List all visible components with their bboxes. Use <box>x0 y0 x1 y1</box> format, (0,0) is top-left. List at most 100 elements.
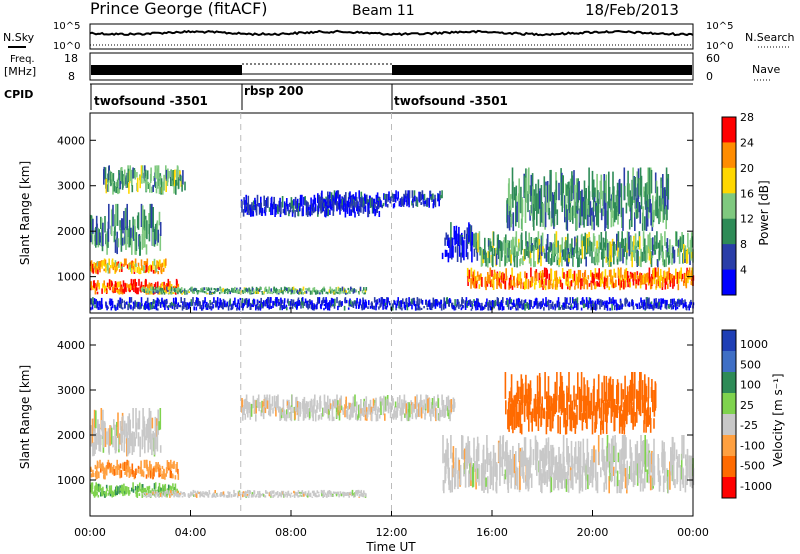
velocity-echo-cell <box>208 492 211 495</box>
power-echo-cell <box>118 301 120 307</box>
power-echo-cell <box>488 300 491 304</box>
power-echo-cell <box>512 212 515 231</box>
power-echo-cell <box>490 279 493 287</box>
power-echo-cell <box>577 178 579 203</box>
date-label: 18/Feb/2013 <box>585 1 679 19</box>
power-echo-cell <box>677 284 680 291</box>
power-echo-cell <box>301 297 303 306</box>
power-echo-cell <box>309 204 311 217</box>
velocity-echo-cell <box>561 472 564 489</box>
power-echo-cell <box>686 248 689 264</box>
velocity-echo-cell <box>97 461 99 469</box>
velocity-echo-cell <box>323 494 326 497</box>
power-echo-cell <box>530 237 533 253</box>
power-echo-cell <box>157 261 160 269</box>
velocity-echo-cell <box>364 410 367 421</box>
power-echo-cell <box>203 291 206 294</box>
velocity-echo-cell <box>422 405 424 414</box>
power-echo-cell <box>123 211 125 230</box>
power-echo-cell <box>279 290 282 293</box>
velocity-echo-cell <box>530 388 532 402</box>
velocity-echo-cell <box>92 469 94 477</box>
velocity-echo-cell <box>201 493 204 497</box>
velocity-echo-cell <box>441 394 443 406</box>
velocity-echo-cell <box>222 491 225 495</box>
power-echo-cell <box>118 288 121 295</box>
power-echo-cell <box>339 300 341 306</box>
power-echo-cell <box>361 289 364 294</box>
velocity-echo-cell <box>360 399 362 414</box>
velocity-echo-cell <box>172 483 174 489</box>
power-echo-cell <box>107 181 110 192</box>
velocity-echo-cell <box>154 416 157 431</box>
velocity-echo-cell <box>246 493 249 496</box>
velocity-echo-cell <box>301 490 304 495</box>
power-echo-cell <box>251 292 253 295</box>
velocity-colorbar-tick: -25 <box>740 419 758 432</box>
velocity-echo-cell <box>539 449 541 481</box>
power-echo-cell <box>154 181 157 188</box>
power-echo-cell <box>567 233 569 251</box>
power-echo-cell <box>280 287 283 291</box>
power-echo-cell <box>682 234 685 251</box>
velocity-echo-cell <box>100 435 102 446</box>
power-echo-cell <box>200 304 203 309</box>
power-echo-cell <box>501 242 503 258</box>
power-echo-cell <box>148 304 150 311</box>
power-echo-cell <box>636 209 638 219</box>
power-echo-cell <box>130 261 133 266</box>
power-echo-cell <box>613 305 616 311</box>
velocity-echo-cell <box>574 441 577 465</box>
power-echo-cell <box>241 201 243 213</box>
power-echo-cell <box>407 302 410 308</box>
power-echo-cell <box>476 248 479 261</box>
power-echo-cell <box>211 301 213 305</box>
power-echo-cell <box>574 246 577 254</box>
power-echo-cell <box>121 298 123 304</box>
power-echo-cell <box>470 308 473 311</box>
power-echo-cell <box>172 297 175 304</box>
velocity-echo-cell <box>415 415 417 420</box>
power-echo-cell <box>653 298 656 306</box>
velocity-echo-cell <box>92 473 95 477</box>
power-echo-cell <box>502 271 504 282</box>
power-echo-cell <box>137 212 140 230</box>
power-echo-cell <box>101 304 103 309</box>
power-echo-cell <box>289 289 291 292</box>
power-echo-cell <box>611 303 613 311</box>
power-echo-cell <box>420 194 423 201</box>
velocity-echo-cell <box>215 494 218 497</box>
power-echo-cell <box>121 237 124 246</box>
velocity-echo-cell <box>317 415 320 421</box>
power-echo-cell <box>286 198 288 207</box>
power-echo-cell <box>630 273 632 279</box>
velocity-echo-cell <box>298 496 300 498</box>
velocity-echo-cell <box>288 494 291 496</box>
power-echo-cell <box>202 289 204 293</box>
velocity-echo-cell <box>142 493 144 495</box>
power-echo-cell <box>336 201 338 209</box>
velocity-echo-cell <box>597 435 600 466</box>
freq-band-right <box>392 65 692 75</box>
power-echo-cell <box>142 220 144 248</box>
velocity-echo-cell <box>626 460 628 490</box>
power-echo-cell <box>570 280 573 287</box>
power-echo-cell <box>448 299 450 307</box>
power-echo-cell <box>252 200 255 208</box>
velocity-echo-cell <box>327 494 330 497</box>
velocity-echo-cell <box>351 493 353 496</box>
velocity-echo-cell <box>238 492 240 497</box>
power-echo-cell <box>510 306 512 311</box>
power-echo-cell <box>315 305 317 310</box>
velocity-echo-cell <box>451 452 454 463</box>
power-echo-cell <box>369 198 372 208</box>
power-echo-cell <box>100 260 102 267</box>
power-echo-cell <box>500 299 503 306</box>
power-echo-cell <box>634 212 636 231</box>
velocity-echo-cell <box>179 492 181 495</box>
power-echo-cell <box>543 252 546 259</box>
velocity-echo-cell <box>258 490 261 494</box>
velocity-echo-cell <box>548 450 551 482</box>
power-echo-cell <box>485 252 487 267</box>
power-echo-cell <box>588 297 591 303</box>
